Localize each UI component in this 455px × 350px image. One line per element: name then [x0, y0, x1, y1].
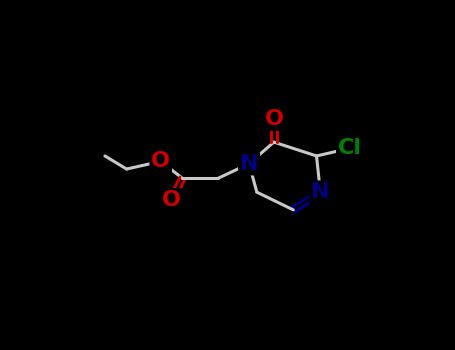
Text: N: N	[311, 182, 329, 202]
Text: O: O	[151, 151, 170, 172]
Text: O: O	[264, 109, 283, 129]
Text: N: N	[240, 154, 258, 174]
Text: O: O	[162, 190, 181, 210]
Text: Cl: Cl	[338, 138, 362, 158]
